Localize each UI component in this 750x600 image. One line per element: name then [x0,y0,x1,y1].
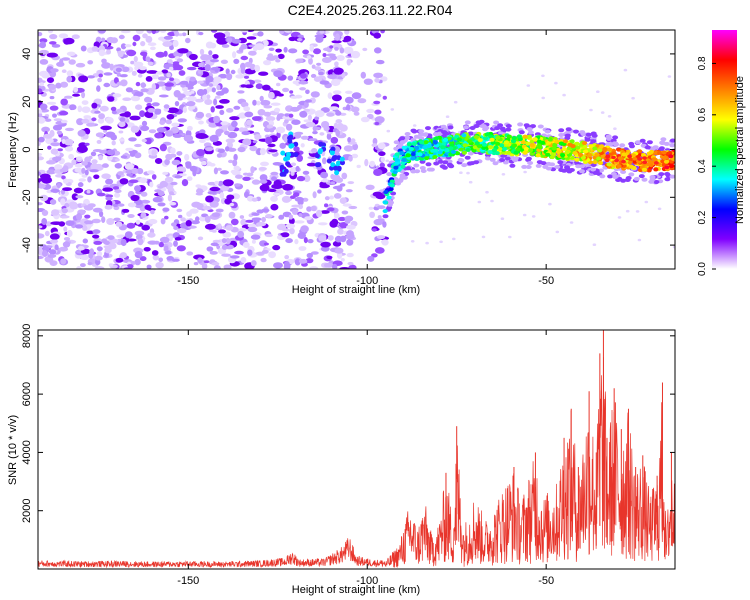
colorbar-tick-label: 0.8 [697,56,708,70]
colorbar-tick-label: 0.2 [697,210,708,224]
x-tick-label: -50 [538,575,554,587]
spectrogram-noise-layer [38,30,675,269]
snr-series-line [38,357,675,569]
y-tick-label: 40 [21,48,33,60]
x-tick-label: -100 [356,275,378,287]
snr-line-layer [38,330,675,569]
y-tick-label: 20 [21,96,33,108]
colorbar-tick-label: 0.4 [697,159,708,173]
spectrogram-x-ticks: -150 -100 -50 [177,30,554,287]
y-tick-label: 4000 [21,440,33,464]
snr-panel: -150 -100 -50 2000 4000 6000 8000 Height of s… [7,324,676,596]
snr-frame [37,329,676,570]
figure-title: C2E4.2025.263.11.22.R04 [288,2,453,18]
x-tick-label: -100 [356,575,378,587]
colorbar-tick-label: 0.6 [697,107,708,121]
y-tick-label: 6000 [21,382,33,406]
y-tick-label: 8000 [21,324,33,348]
spectrogram-y-ticks: -40 -20 0 20 40 [21,48,675,253]
y-tick-label: 2000 [21,498,33,522]
spectrogram-x-label: Height of straight line (km) [292,284,420,296]
colorbar-gradient [712,30,737,269]
colorbar-tick-label: 0.0 [697,262,708,276]
spectrogram-y-label: Frequency (Hz) [7,112,19,188]
x-tick-label: -50 [538,275,554,287]
x-tick-label: -150 [177,275,199,287]
snr-x-label: Height of straight line (km) [292,584,420,596]
snr-y-ticks: 2000 4000 6000 8000 [21,324,675,523]
spectrogram-signal-layer [382,119,675,219]
snr-x-ticks: -150 -100 -50 [177,330,554,587]
colorbar-label: Normalized spectral amplitude [734,76,746,224]
x-tick-label: -150 [177,575,199,587]
colorbar: 0.0 0.2 0.4 0.6 0.8 Normalized spectral ampl… [697,30,746,276]
y-tick-label: -40 [21,237,33,253]
y-tick-label: -20 [21,189,33,205]
colorbar-ticks: 0.0 0.2 0.4 0.6 0.8 [697,56,716,276]
spectrogram-panel: -150 -100 -50 -40 -20 0 20 40 Height of straig… [7,29,676,296]
y-tick-label: 0 [21,146,33,152]
snr-y-label: SNR (10 * v/v) [7,415,19,485]
